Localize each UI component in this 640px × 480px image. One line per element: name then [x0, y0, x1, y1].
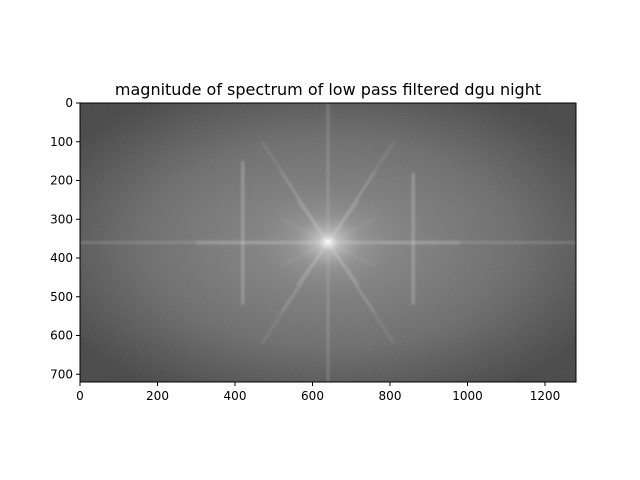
x-tick-label: 1000 [452, 389, 483, 403]
y-tick-label: 600 [50, 329, 73, 343]
chart-title: magnitude of spectrum of low pass filter… [115, 80, 541, 99]
spectrum-image [80, 103, 576, 382]
plot-frame [79, 102, 577, 383]
x-tick-label: 400 [224, 389, 247, 403]
x-axis: 0 200 400 600 800 1000 1200 [76, 382, 560, 403]
y-axis: 0 100 200 300 400 500 600 700 [50, 96, 80, 381]
spectrum-center-glow [258, 187, 398, 297]
y-tick-label: 300 [50, 212, 73, 226]
y-tick-label: 700 [50, 367, 73, 381]
x-tick-label: 600 [301, 389, 324, 403]
y-tick-label: 100 [50, 135, 73, 149]
y-tick-label: 0 [65, 96, 73, 110]
x-tick-label: 0 [76, 389, 84, 403]
x-tick-label: 800 [379, 389, 402, 403]
x-tick-label: 200 [146, 389, 169, 403]
y-tick-label: 200 [50, 174, 73, 188]
y-tick-label: 500 [50, 290, 73, 304]
y-tick-label: 400 [50, 251, 73, 265]
x-tick-label: 1200 [530, 389, 561, 403]
